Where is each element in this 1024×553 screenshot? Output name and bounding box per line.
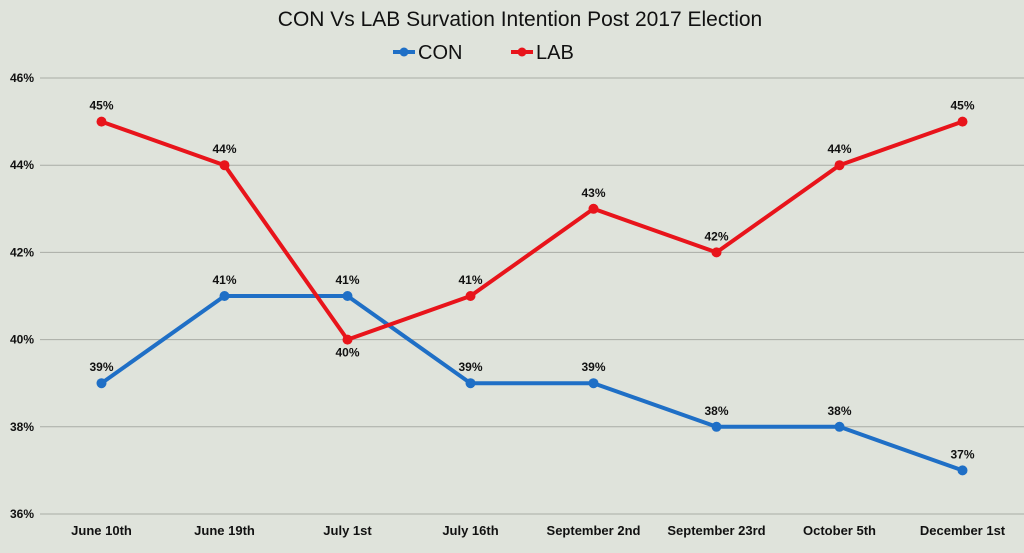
y-tick-label: 38% <box>10 420 34 434</box>
data-point-lab <box>219 160 230 171</box>
y-tick-label: 40% <box>10 333 34 347</box>
data-labels: 39% 41% 41% 39% 39% 38% 38% 37% 45% 44% 40% 41% 43% 4… <box>89 99 974 462</box>
data-point-lab <box>96 116 107 127</box>
data-point-lab <box>834 160 845 171</box>
x-tick-label: September 23rd <box>667 523 765 538</box>
series-layer <box>96 116 968 476</box>
series-lab <box>96 116 968 345</box>
data-label-lab: 40% <box>335 346 359 360</box>
x-tick-label: July 1st <box>323 523 372 538</box>
data-label-con: 41% <box>335 273 359 287</box>
legend: CON LAB <box>393 42 574 64</box>
data-label-lab: 45% <box>89 99 113 113</box>
data-label-lab: 43% <box>581 186 605 200</box>
data-point-lab <box>588 203 599 214</box>
data-label-con: 41% <box>212 273 236 287</box>
legend-label: LAB <box>536 42 574 64</box>
y-tick-label: 46% <box>10 71 34 85</box>
gridlines <box>40 77 1024 515</box>
data-point-lab <box>465 291 476 301</box>
data-label-lab: 42% <box>704 229 728 243</box>
data-point-con <box>219 291 230 301</box>
chart-title: CON Vs LAB Survation Intention Post 2017… <box>278 8 762 31</box>
data-label-lab: 44% <box>827 142 851 156</box>
x-tick-label: July 16th <box>442 523 498 538</box>
y-tick-label: 42% <box>10 245 34 259</box>
data-point-con <box>342 291 353 301</box>
data-point-con <box>711 421 722 432</box>
series-line-con <box>99 294 965 473</box>
x-tick-label: June 19th <box>194 523 255 538</box>
legend-item-lab: LAB <box>511 42 574 64</box>
data-label-con: 37% <box>950 447 974 461</box>
legend-swatch-marker <box>399 47 409 57</box>
series-line-lab <box>99 119 965 342</box>
data-point-con <box>96 378 107 389</box>
data-label-con: 38% <box>704 404 728 418</box>
data-point-lab <box>711 247 722 258</box>
x-tick-label: September 2nd <box>547 523 641 538</box>
y-tick-label: 36% <box>10 507 34 521</box>
data-point-lab <box>342 334 353 345</box>
y-axis: 36% 38% 40% 42% 44% 46% <box>10 71 34 521</box>
data-label-con: 39% <box>89 360 113 374</box>
data-point-con <box>465 378 476 389</box>
data-point-con <box>588 378 599 389</box>
data-label-con: 39% <box>581 360 605 374</box>
y-tick-label: 44% <box>10 158 34 172</box>
data-point-lab <box>957 116 968 127</box>
data-point-con <box>834 421 845 432</box>
data-point-con <box>957 465 968 476</box>
x-tick-label: December 1st <box>920 523 1006 538</box>
legend-swatch-marker <box>517 47 527 57</box>
data-label-lab: 45% <box>950 99 974 113</box>
x-tick-label: June 10th <box>71 523 132 538</box>
data-label-con: 38% <box>827 404 851 418</box>
x-axis: June 10th June 19th July 1st July 16th Septe… <box>71 523 1006 538</box>
data-label-lab: 41% <box>458 273 482 287</box>
data-label-con: 39% <box>458 360 482 374</box>
legend-label: CON <box>418 42 462 64</box>
data-label-lab: 44% <box>212 142 236 156</box>
legend-item-con: CON <box>393 42 462 64</box>
series-con <box>96 291 968 476</box>
x-tick-label: October 5th <box>803 523 876 538</box>
